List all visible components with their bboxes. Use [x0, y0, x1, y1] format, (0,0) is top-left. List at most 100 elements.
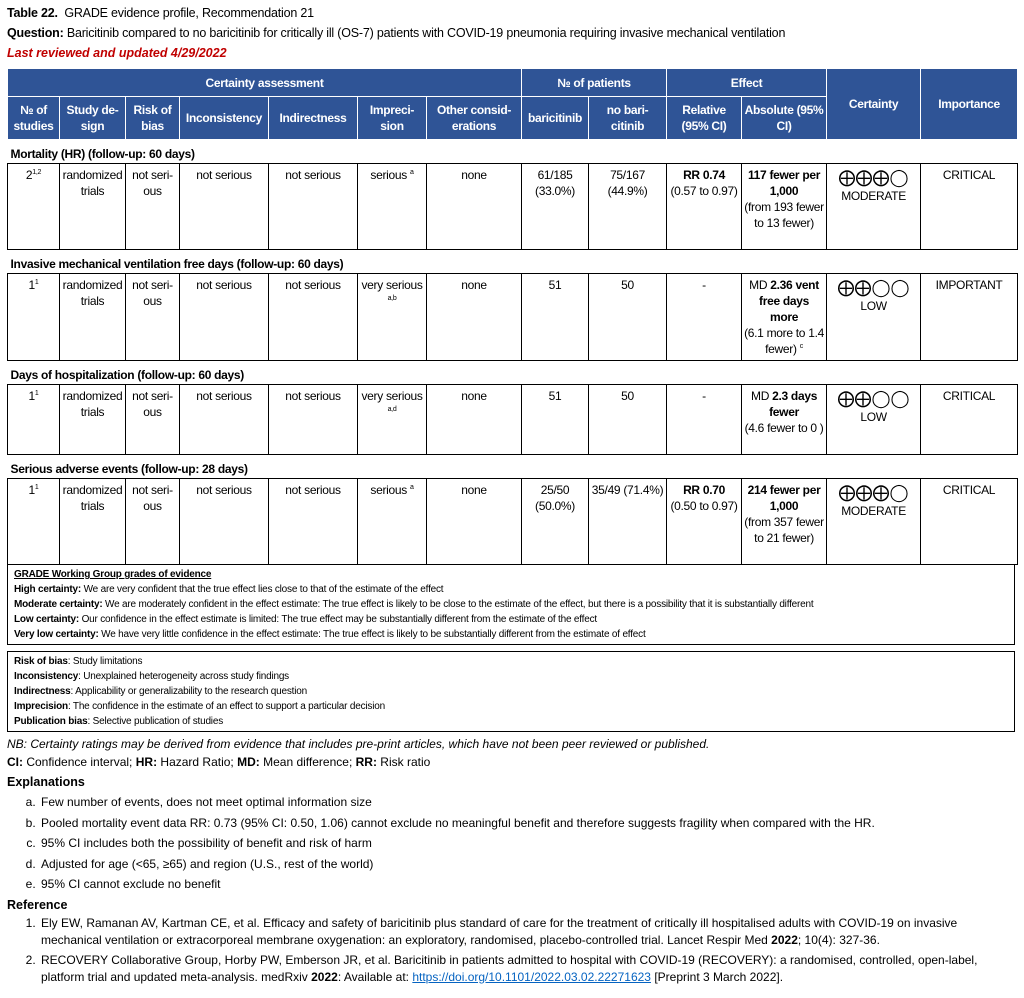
design-cell: randomized trials [59, 273, 126, 361]
study-design: randomized trials [62, 168, 123, 198]
baricitinib-count: 61/185 (33.0%) [535, 168, 575, 198]
certainty-cell: ⨁⨁⨁◯ MODERATE [826, 163, 922, 250]
definition-item: Publication bias: Selective publication … [14, 714, 1008, 729]
question: Question: Baricitinib compared to no bar… [7, 23, 1017, 43]
no-baricitinib-cell: 35/49 (71.4%) [588, 478, 668, 565]
baricitinib-count: 51 [548, 389, 562, 403]
explanation-item: 95% CI cannot exclude no benefit [39, 874, 1017, 895]
risk-of-bias-cell: not seri-ous [125, 478, 180, 565]
relative-ci: (0.50 to 0.97) [670, 499, 738, 513]
column-header: baricitinib [521, 96, 590, 140]
indirectness: not serious [285, 168, 341, 182]
explanation-item: 95% CI includes both the possibility of … [39, 833, 1017, 854]
importance-cell: CRITICAL [920, 163, 1019, 250]
imprecision: very serious [361, 389, 423, 403]
abbreviations: CI: Confidence interval; HR: Hazard Rati… [7, 752, 1017, 772]
outcome-label: Days of hospitalization (follow-up: 60 d… [10, 368, 245, 382]
certainty-rating-icon: ⨁⨁⨁◯ [838, 168, 909, 187]
baricitinib-count: 25/50 (50.0%) [535, 483, 575, 513]
reference-title: Reference [7, 897, 68, 912]
grade-definitions: GRADE Working Group grades of evidence H… [7, 565, 1015, 645]
other-considerations: none [461, 483, 487, 497]
table-row: 21,2 randomized trials not seri-ous not ser… [7, 163, 1019, 250]
other-cell: none [425, 384, 523, 455]
header-effect: Effect [666, 68, 828, 97]
column-header: Inconsistency [179, 96, 269, 140]
grade-item: High certainty: We are very confident th… [14, 582, 1008, 597]
absolute-cell: 117 fewer per 1,000 (from 193 fewer to 13… [741, 163, 828, 250]
no-baricitinib-cell: 50 [588, 384, 668, 455]
relative-cell: RR 0.70 (0.50 to 0.97) [666, 478, 743, 565]
design-cell: randomized trials [59, 384, 126, 455]
column-header: Indirectness [268, 96, 358, 140]
relative-cell: - [666, 273, 743, 361]
nb-note: NB: Certainty ratings may be derived fro… [7, 737, 710, 751]
absolute-prefix: MD [751, 389, 773, 403]
reference-details: ; 10(4): 327-36. [797, 932, 880, 947]
imprecision-footnote: a,d [387, 406, 397, 413]
indirectness-cell: not serious [268, 478, 358, 565]
studies-cell: 11 [7, 384, 60, 455]
definition-item: Imprecision: The confidence in the estim… [14, 699, 1008, 714]
relative-ci: (0.57 to 0.97) [670, 184, 738, 198]
grade-text: We have very little confidence in the ef… [98, 629, 646, 640]
definition-term: Indirectness [14, 686, 71, 697]
definition-term: Inconsistency [14, 671, 79, 682]
inconsistency: not serious [196, 483, 252, 497]
absolute-cell: 214 fewer per 1,000 (from 357 fewer to 21… [741, 478, 828, 565]
importance-cell: IMPORTANT [920, 273, 1019, 361]
no-baricitinib-cell: 75/167 (44.9%) [588, 163, 668, 250]
grade-table: Certainty assessment № of patients Effec… [6, 68, 1019, 565]
abbrev-term: RR: [355, 755, 377, 769]
absolute-ci-text: (from 193 fewer to 13 fewer) [744, 200, 824, 230]
certainty-level: MODERATE [841, 189, 906, 203]
definition-item: Risk of bias: Study limitations [14, 654, 1008, 669]
risk-of-bias: not seri-ous [132, 278, 173, 308]
abbrev-term: MD: [237, 755, 260, 769]
abbrev-text: Mean difference; [259, 755, 356, 769]
baricitinib-cell: 61/185 (33.0%) [521, 163, 590, 250]
table-label: Table 22. [7, 6, 58, 20]
studies-cell: 11 [7, 478, 60, 565]
studies-ref: 1 [34, 390, 39, 397]
imprecision: serious [370, 168, 407, 182]
header-importance: Importance [920, 68, 1019, 140]
studies: 2 [25, 168, 33, 182]
importance: IMPORTANT [935, 278, 1003, 292]
header-certainty-assessment: Certainty assessment [6, 68, 523, 97]
indirectness-cell: not serious [268, 384, 358, 455]
relative-effect: RR 0.74 [683, 168, 725, 182]
no-baricitinib-count: 50 [621, 389, 634, 403]
question-text: Baricitinib compared to no baricitinib f… [66, 26, 786, 40]
grade-title: GRADE Working Group grades of evidence [14, 569, 212, 580]
absolute-effect: 214 fewer per 1,000 [747, 483, 821, 513]
indirectness: not serious [285, 278, 341, 292]
definition-text: : Applicability or generalizability to t… [70, 686, 308, 697]
explanation-item: Pooled mortality event data RR: 0.73 (95… [39, 813, 1017, 834]
reference-item: RECOVERY Collaborative Group, Horby PW, … [39, 952, 1017, 986]
definition-term: Publication bias [14, 716, 88, 727]
absolute-cell: MD 2.36 vent free days more (6.1 more to … [741, 273, 828, 361]
definition-item: Inconsistency: Unexplained heterogeneity… [14, 669, 1008, 684]
indirectness: not serious [285, 483, 341, 497]
no-baricitinib-count: 50 [621, 278, 634, 292]
abbrev-term: CI: [7, 755, 23, 769]
grade-text: Our confidence in the effect estimate is… [79, 614, 598, 625]
no-baricitinib-count: 35/49 (71.4%) [591, 483, 664, 497]
absolute-ci-text: (4.6 fewer to 0 ) [744, 421, 824, 435]
absolute-effect: 2.3 days fewer [769, 389, 818, 419]
question-label: Question: [7, 26, 64, 40]
certainty-rating-icon: ⨁⨁◯◯ [837, 389, 910, 408]
studies-ref: 1,2 [32, 169, 42, 176]
studies: 1 [28, 389, 36, 403]
column-header: Study de-sign [59, 96, 126, 140]
explanation-item: Few number of events, does not meet opti… [39, 792, 1017, 813]
importance: CRITICAL [942, 483, 996, 497]
study-design: randomized trials [62, 483, 123, 513]
definition-term: Imprecision [14, 701, 68, 712]
baricitinib-count: 51 [548, 278, 562, 292]
absolute-ci: (6.1 more to 1.4 fewer) c [744, 325, 824, 357]
definition-term: Risk of bias [14, 656, 68, 667]
reference-link[interactable]: https://doi.org/10.1101/2022.03.02.22271… [412, 969, 651, 984]
abbrev-term: HR: [135, 755, 158, 769]
